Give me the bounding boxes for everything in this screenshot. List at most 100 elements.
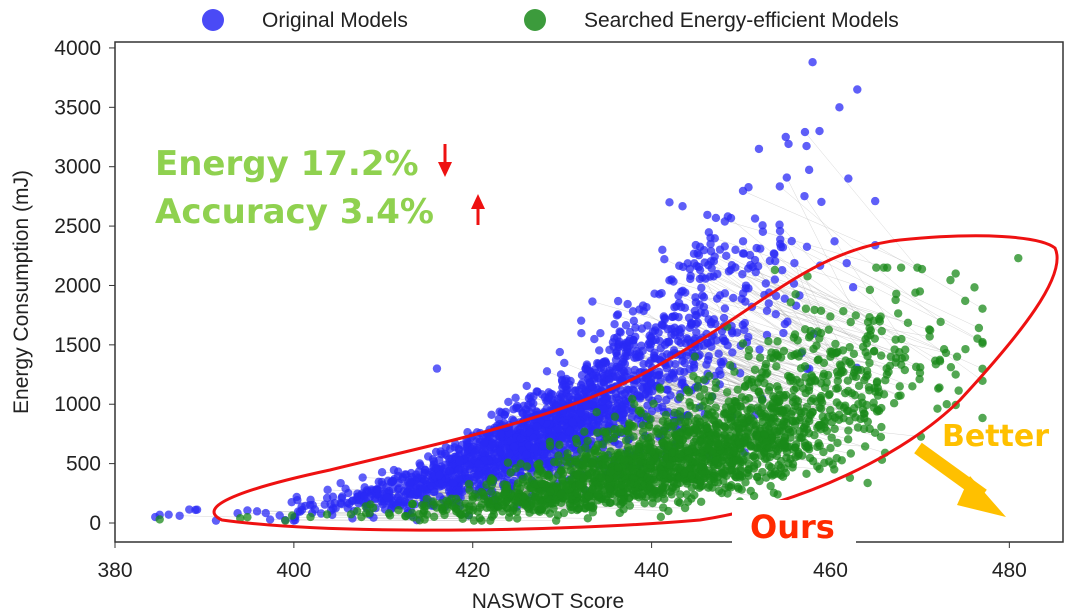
searched-point	[625, 501, 635, 510]
original-point	[616, 328, 625, 337]
searched-point	[850, 390, 860, 400]
original-point	[493, 454, 502, 464]
searched-point	[711, 456, 721, 465]
searched-point	[306, 512, 315, 522]
searched-point	[791, 440, 801, 449]
searched-point	[891, 353, 901, 363]
original-point	[681, 288, 690, 297]
original-point	[678, 262, 688, 272]
searched-point	[978, 339, 987, 348]
original-point	[740, 325, 749, 335]
searched-point	[606, 467, 615, 477]
searched-point	[488, 495, 497, 505]
searched-point	[407, 499, 417, 509]
original-point	[620, 352, 630, 361]
searched-point	[690, 352, 700, 361]
searched-point	[939, 345, 949, 354]
searched-point	[361, 502, 370, 511]
searched-point	[896, 263, 906, 272]
x-tick-label: 440	[634, 559, 669, 582]
original-point	[645, 343, 655, 353]
original-point	[617, 360, 626, 369]
searched-point	[764, 386, 774, 395]
original-point	[762, 306, 772, 315]
searched-point	[648, 493, 657, 502]
searched-point	[281, 516, 290, 525]
original-point	[732, 328, 742, 337]
original-point	[613, 310, 623, 319]
original-point	[738, 186, 748, 196]
original-point	[714, 349, 723, 358]
searched-point	[840, 388, 850, 398]
searched-point	[710, 416, 719, 425]
searched-point	[733, 385, 742, 394]
searched-point	[756, 390, 765, 400]
original-point	[568, 418, 577, 427]
connector-line	[786, 177, 856, 316]
searched-point	[851, 372, 861, 382]
searched-point	[722, 388, 732, 397]
original-point	[500, 410, 509, 419]
searched-point	[870, 334, 880, 343]
searched-point	[781, 468, 790, 478]
legend-label-original: Original Models	[262, 9, 408, 32]
original-point	[753, 262, 763, 271]
searched-point	[713, 428, 722, 438]
searched-point	[892, 289, 901, 299]
original-point	[614, 440, 623, 449]
original-point	[576, 408, 586, 417]
original-point	[565, 380, 574, 389]
searched-point	[535, 467, 545, 476]
searched-point	[854, 399, 863, 409]
original-point	[703, 210, 712, 220]
original-point	[389, 465, 399, 475]
searched-point	[394, 505, 403, 515]
original-point	[700, 308, 710, 318]
searched-point	[872, 263, 881, 272]
searched-point	[915, 368, 925, 378]
searched-point	[563, 449, 572, 458]
original-point	[549, 400, 559, 409]
searched-point	[666, 460, 675, 470]
searched-point	[468, 495, 477, 504]
searched-point	[595, 465, 604, 475]
original-point	[566, 408, 575, 417]
original-point	[577, 370, 587, 380]
original-point	[354, 499, 363, 508]
searched-point	[699, 375, 709, 384]
searched-point	[429, 497, 438, 506]
searched-point	[826, 405, 835, 415]
searched-point	[816, 306, 826, 316]
better-arrow-icon	[914, 442, 1006, 517]
searched-point	[826, 443, 835, 453]
searched-point	[743, 406, 752, 415]
original-point	[191, 505, 200, 515]
connector-line	[780, 239, 983, 343]
searched-point	[740, 381, 750, 391]
searched-point	[645, 482, 655, 492]
original-point	[372, 484, 382, 494]
original-point	[252, 507, 262, 516]
connector-line	[852, 287, 983, 381]
searched-point	[422, 494, 431, 504]
searched-point	[915, 374, 924, 384]
connector-line	[727, 216, 844, 312]
legend: Original Models Searched Energy-efficien…	[202, 9, 899, 32]
searched-point	[579, 473, 588, 483]
connector-line	[690, 275, 794, 338]
searched-point	[737, 413, 747, 423]
original-point	[689, 249, 699, 258]
searched-point	[597, 473, 606, 482]
original-point	[686, 271, 695, 281]
searched-point	[862, 400, 871, 410]
original-point	[265, 515, 275, 524]
y-tick-label: 500	[66, 453, 101, 476]
original-point	[750, 214, 760, 223]
original-point	[853, 85, 862, 94]
searched-point	[687, 471, 696, 480]
original-point	[620, 367, 629, 376]
original-point	[659, 312, 669, 321]
searched-point	[764, 443, 774, 453]
original-point	[564, 392, 573, 402]
searched-point	[670, 408, 679, 417]
